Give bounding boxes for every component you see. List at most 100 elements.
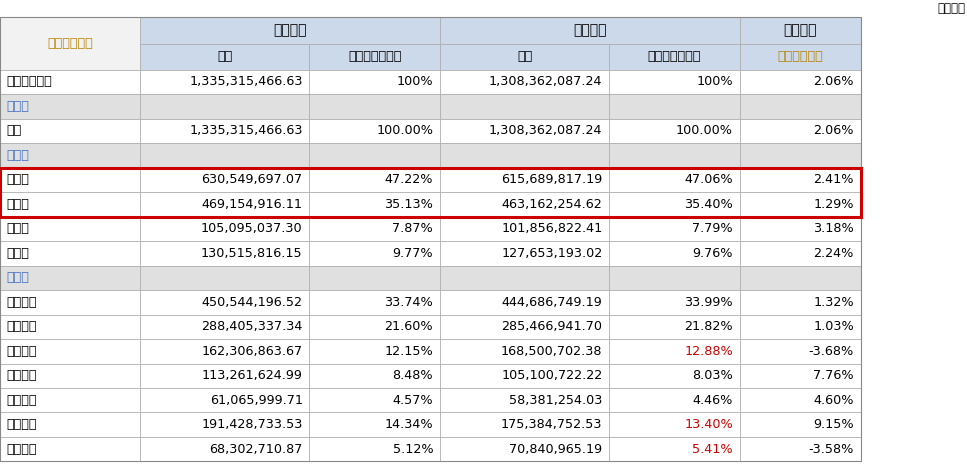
Bar	[309, 70, 440, 94]
Text: 127,653,193.02: 127,653,193.02	[501, 247, 602, 260]
Bar	[309, 192, 440, 217]
Bar	[440, 363, 609, 388]
Bar	[609, 363, 740, 388]
Bar	[309, 143, 440, 168]
Bar	[440, 241, 609, 266]
Bar	[140, 43, 309, 70]
Bar	[309, 413, 440, 437]
Bar	[0, 217, 140, 241]
Text: 5.12%: 5.12%	[393, 443, 433, 455]
Bar	[440, 413, 609, 437]
Text: 被芯类: 被芯类	[7, 198, 30, 211]
Bar	[140, 437, 309, 462]
Bar	[0, 437, 140, 462]
Bar	[0, 17, 140, 70]
Text: 450,544,196.52: 450,544,196.52	[202, 296, 303, 309]
Bar	[0, 413, 140, 437]
Text: 175,384,752.53: 175,384,752.53	[501, 418, 602, 431]
Text: 2.06%: 2.06%	[813, 125, 854, 137]
Bar	[740, 119, 861, 143]
Text: 444,686,749.19: 444,686,749.19	[502, 296, 602, 309]
Bar	[140, 388, 309, 413]
Bar	[609, 314, 740, 339]
Bar	[140, 290, 309, 314]
Text: 168,500,702.38: 168,500,702.38	[501, 345, 602, 358]
Bar	[0, 266, 140, 290]
Text: 100.00%: 100.00%	[676, 125, 733, 137]
Text: 35.40%: 35.40%	[685, 198, 733, 211]
Bar	[740, 363, 861, 388]
Bar	[609, 43, 740, 70]
Bar	[0, 119, 140, 143]
Bar	[140, 119, 309, 143]
Text: 4.46%: 4.46%	[692, 394, 733, 407]
Bar	[740, 437, 861, 462]
Text: 68,302,710.87: 68,302,710.87	[209, 443, 303, 455]
Bar	[309, 314, 440, 339]
Text: 100%: 100%	[396, 76, 433, 88]
Text: 191,428,733.53: 191,428,733.53	[201, 418, 303, 431]
Text: 288,405,337.34: 288,405,337.34	[201, 320, 303, 333]
Text: 这是文本内容: 这是文本内容	[777, 50, 823, 63]
Bar	[0, 143, 140, 168]
Text: -3.68%: -3.68%	[808, 345, 854, 358]
Bar	[309, 94, 440, 119]
Bar	[0, 168, 861, 217]
Bar	[0, 388, 140, 413]
Bar	[740, 94, 861, 119]
Text: 70,840,965.19: 70,840,965.19	[510, 443, 602, 455]
Text: 105,095,037.30: 105,095,037.30	[201, 222, 303, 236]
Bar	[740, 70, 861, 94]
Bar	[609, 388, 740, 413]
Text: 西北地区: 西北地区	[7, 394, 38, 407]
Text: 105,100,722.22: 105,100,722.22	[501, 369, 602, 382]
Bar	[309, 168, 440, 192]
Bar	[609, 266, 740, 290]
Bar	[309, 43, 440, 70]
Bar	[440, 17, 740, 43]
Bar	[609, 119, 740, 143]
Bar	[440, 143, 609, 168]
Text: 58,381,254.03: 58,381,254.03	[509, 394, 602, 407]
Text: 华南地区: 华南地区	[7, 296, 38, 309]
Bar	[740, 43, 861, 70]
Text: 285,466,941.70: 285,466,941.70	[502, 320, 602, 333]
Text: 7.79%: 7.79%	[692, 222, 733, 236]
Text: 5.41%: 5.41%	[692, 443, 733, 455]
Text: 1,335,315,466.63: 1,335,315,466.63	[190, 125, 303, 137]
Text: 130,515,816.15: 130,515,816.15	[201, 247, 303, 260]
Bar	[140, 339, 309, 363]
Bar	[740, 266, 861, 290]
Bar	[309, 363, 440, 388]
Text: 33.99%: 33.99%	[685, 296, 733, 309]
Text: 4.60%: 4.60%	[813, 394, 854, 407]
Bar	[140, 192, 309, 217]
Bar	[609, 290, 740, 314]
Text: 12.15%: 12.15%	[385, 345, 433, 358]
Bar	[440, 119, 609, 143]
Bar	[140, 168, 309, 192]
Text: 枕芯类: 枕芯类	[7, 222, 30, 236]
Bar	[740, 314, 861, 339]
Text: 100%: 100%	[696, 76, 733, 88]
Text: 占营业收入比重: 占营业收入比重	[348, 50, 401, 63]
Text: 13.40%: 13.40%	[685, 418, 733, 431]
Bar	[309, 290, 440, 314]
Bar	[309, 339, 440, 363]
Bar	[440, 43, 609, 70]
Bar	[0, 241, 140, 266]
Text: 12.88%: 12.88%	[685, 345, 733, 358]
Text: 1.32%: 1.32%	[813, 296, 854, 309]
Bar	[609, 143, 740, 168]
Bar	[309, 388, 440, 413]
Text: 1.03%: 1.03%	[813, 320, 854, 333]
Bar	[740, 217, 861, 241]
Bar	[740, 143, 861, 168]
Bar	[309, 217, 440, 241]
Text: 同比增减: 同比增减	[783, 23, 817, 37]
Text: 分地区: 分地区	[7, 271, 30, 284]
Bar	[140, 314, 309, 339]
Bar	[440, 217, 609, 241]
Bar	[440, 70, 609, 94]
Text: 113,261,624.99: 113,261,624.99	[202, 369, 303, 382]
